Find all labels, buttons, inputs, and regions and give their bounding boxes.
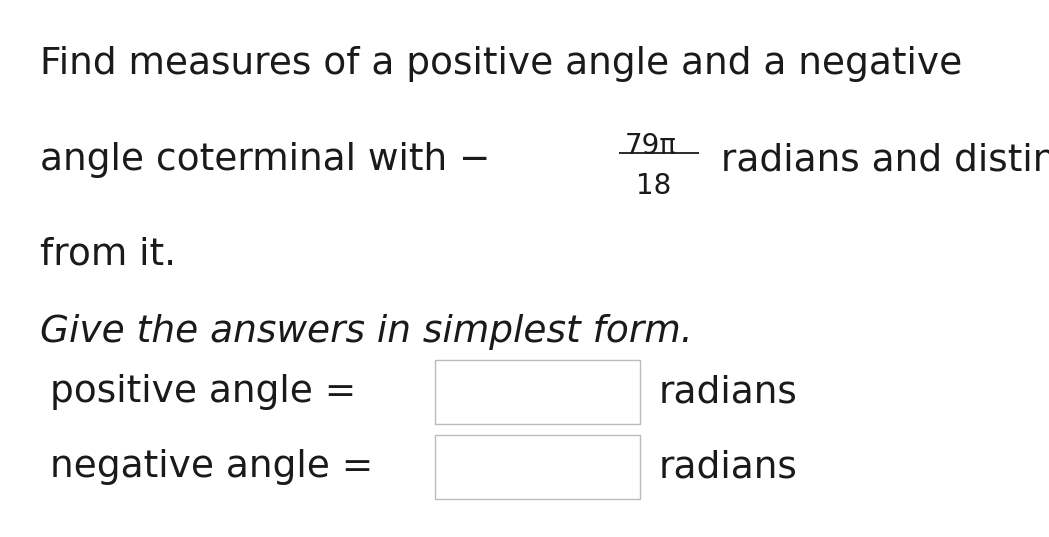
Text: negative angle =: negative angle = [50, 449, 373, 485]
Text: 18: 18 [636, 172, 671, 200]
FancyBboxPatch shape [435, 435, 640, 499]
Text: angle coterminal with −: angle coterminal with − [40, 142, 490, 178]
Text: Give the answers in simplest form.: Give the answers in simplest form. [40, 314, 692, 350]
Text: positive angle =: positive angle = [50, 374, 357, 410]
Text: radians: radians [659, 374, 797, 410]
Text: radians: radians [659, 449, 797, 485]
Text: from it.: from it. [40, 236, 176, 272]
Text: 79π: 79π [625, 132, 678, 159]
FancyBboxPatch shape [435, 360, 640, 424]
Text: radians and distinct: radians and distinct [709, 142, 1049, 178]
Text: Find measures of a positive angle and a negative: Find measures of a positive angle and a … [40, 46, 962, 82]
